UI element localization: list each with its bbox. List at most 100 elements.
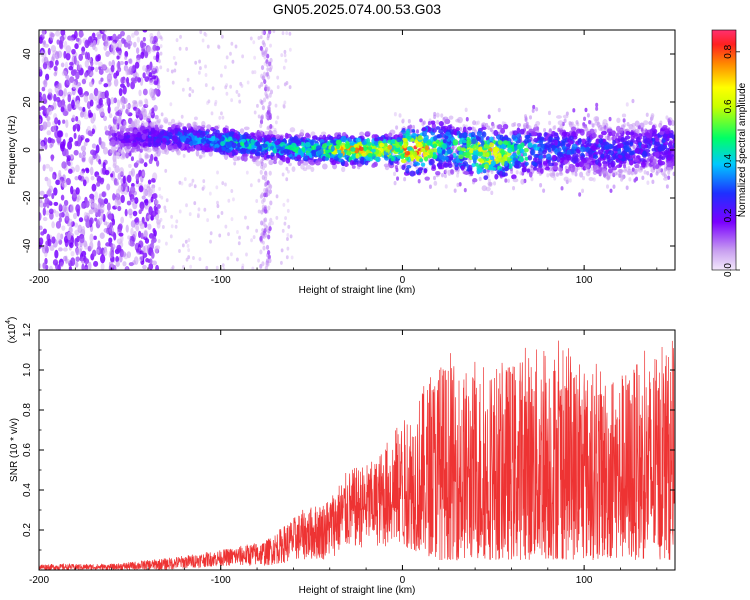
heatmap-cell bbox=[507, 178, 511, 183]
heatmap-cell bbox=[224, 65, 227, 70]
heatmap-cell bbox=[153, 80, 159, 86]
heatmap-cell bbox=[200, 126, 205, 131]
heatmap-cell bbox=[246, 225, 250, 230]
heatmap-cell bbox=[255, 198, 259, 203]
heatmap-cell bbox=[285, 177, 289, 182]
heatmap-cell bbox=[117, 40, 123, 49]
heatmap-cell bbox=[432, 128, 437, 133]
heatmap-cell bbox=[370, 148, 376, 153]
heatmap-cell bbox=[359, 146, 364, 151]
heatmap-cell bbox=[595, 138, 600, 145]
heatmap-cell bbox=[548, 128, 553, 135]
heatmap-cell bbox=[490, 190, 494, 196]
heatmap-cell bbox=[110, 64, 115, 73]
heatmap-cell bbox=[58, 89, 64, 97]
heatmap-cell bbox=[651, 132, 658, 137]
heatmap-cell bbox=[621, 113, 627, 118]
heatmap-cell bbox=[602, 118, 608, 125]
heatmap-cell bbox=[222, 267, 226, 270]
heatmap-cell bbox=[340, 135, 347, 143]
heatmap-cell bbox=[644, 132, 650, 137]
heatmap-cell bbox=[147, 179, 152, 185]
heatmap-cell bbox=[157, 239, 161, 244]
heatmap-cell bbox=[65, 177, 71, 186]
heatmap-cell bbox=[488, 164, 494, 171]
heatmap-cell bbox=[516, 127, 521, 134]
heatmap-cell bbox=[89, 99, 94, 107]
heatmap-cell bbox=[268, 258, 272, 264]
heatmap-cell bbox=[261, 51, 265, 57]
heatmap-cell bbox=[358, 149, 364, 154]
heatmap-cell bbox=[269, 217, 273, 223]
heatmap-cell bbox=[249, 183, 253, 188]
heatmap-cell bbox=[98, 136, 102, 146]
heatmap-cell bbox=[74, 140, 79, 147]
heatmap-cell bbox=[472, 178, 478, 183]
heatmap-cell bbox=[61, 204, 67, 213]
heatmap-cell bbox=[199, 66, 202, 71]
heatmap-cell bbox=[62, 247, 68, 252]
heatmap-cell bbox=[493, 181, 497, 186]
heatmap-cell bbox=[150, 251, 155, 259]
heatmap-cell bbox=[493, 129, 499, 137]
heatmap-cell bbox=[58, 169, 62, 177]
heatmap-cell bbox=[305, 164, 312, 170]
heatmap-cell bbox=[215, 185, 219, 190]
heatmap-cell bbox=[56, 232, 62, 242]
heatmap-cell bbox=[485, 136, 491, 142]
heatmap-cell bbox=[115, 260, 120, 267]
heatmap-cell bbox=[160, 112, 164, 117]
heatmap-cell bbox=[260, 161, 264, 167]
heatmap-cell bbox=[304, 141, 311, 148]
heatmap-cell bbox=[477, 168, 483, 173]
heatmap-cell bbox=[206, 218, 210, 223]
heatmap-cell bbox=[341, 166, 346, 173]
heatmap-cell bbox=[68, 168, 73, 174]
heatmap-cell bbox=[125, 77, 130, 84]
heatmap-cell bbox=[443, 162, 449, 168]
heatmap-cell bbox=[170, 147, 175, 153]
heatmap-cell bbox=[124, 55, 128, 61]
heatmap-cell bbox=[562, 114, 569, 119]
heatmap-cell bbox=[121, 251, 127, 258]
heatmap-cell bbox=[487, 125, 491, 130]
heatmap-cell bbox=[229, 84, 232, 89]
heatmap-cell bbox=[218, 233, 222, 238]
heatmap-cell bbox=[220, 34, 224, 39]
heatmap-cell bbox=[95, 55, 100, 62]
heatmap-cell bbox=[553, 132, 559, 137]
heatmap-cell bbox=[135, 222, 139, 231]
heatmap-cell bbox=[93, 260, 99, 267]
heatmap-cell bbox=[420, 162, 426, 167]
heatmap-cell bbox=[441, 143, 448, 150]
heatmap-cell bbox=[267, 234, 271, 240]
heatmap-cell bbox=[103, 115, 107, 122]
heatmap-cell bbox=[351, 165, 356, 169]
heatmap-cell bbox=[186, 77, 190, 82]
heatmap-cell bbox=[606, 174, 611, 181]
heatmap-cell bbox=[230, 41, 234, 46]
heatmap-cell bbox=[297, 160, 302, 166]
heatmap-cell bbox=[472, 149, 479, 156]
heatmap-cell bbox=[54, 249, 59, 259]
heatmap-cell bbox=[480, 140, 485, 146]
heatmap-cell bbox=[80, 202, 85, 209]
heatmap-cell bbox=[108, 237, 113, 244]
heatmap-cell bbox=[269, 200, 273, 206]
heatmap-cell bbox=[522, 122, 529, 128]
heatmap-cell bbox=[531, 149, 536, 156]
heatmap-cell bbox=[122, 85, 127, 95]
heatmap-cell bbox=[623, 164, 627, 169]
heatmap-cell bbox=[651, 179, 655, 185]
heatmap-cell bbox=[52, 174, 56, 180]
heatmap-cell bbox=[281, 228, 285, 233]
heatmap-cell bbox=[626, 121, 630, 127]
heatmap-cell bbox=[54, 85, 59, 93]
heatmap-cell bbox=[135, 248, 140, 253]
heatmap-cell bbox=[87, 130, 93, 136]
heatmap-cell bbox=[494, 173, 499, 180]
heatmap-cell bbox=[67, 94, 72, 103]
heatmap-cell bbox=[585, 170, 591, 177]
heatmap-cell bbox=[516, 149, 521, 155]
